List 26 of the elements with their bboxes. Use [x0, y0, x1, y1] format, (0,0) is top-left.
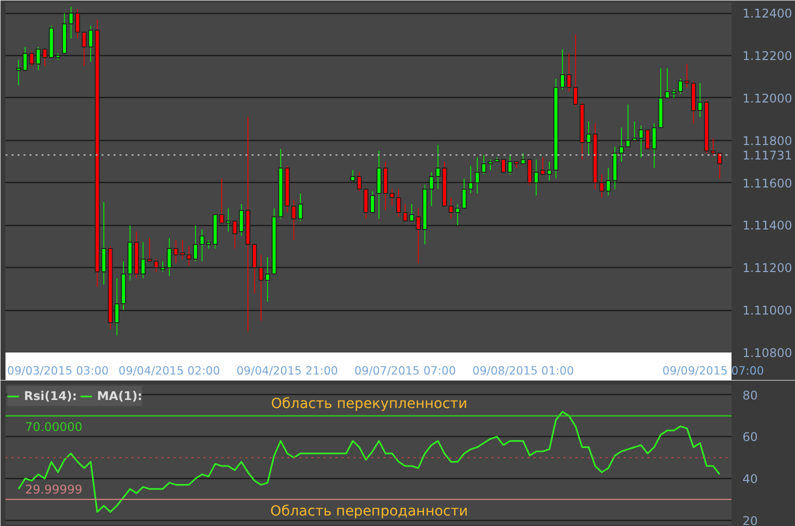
x-tick-label: 09/09/2015 07:00 [662, 364, 764, 378]
y-tick-label: 1.11000 [742, 304, 792, 318]
x-tick-label: 09/03/2015 03:00 [7, 364, 109, 378]
y-tick-label: 60 [742, 430, 758, 444]
y-tick-label: 1.11400 [742, 218, 792, 233]
y-tick-label: 1.10800 [742, 346, 792, 360]
annotation: Область перепроданности [270, 503, 468, 520]
ref-line-label: 1.11731 [742, 148, 792, 163]
y-tick-label: 1.12000 [742, 91, 792, 106]
x-tick-label: 09/07/2015 07:00 [354, 364, 456, 378]
annotation: Область перекупленности [271, 396, 468, 412]
ref-line-label: 70.00000 [25, 420, 82, 434]
y-tick-label: 1.11600 [742, 176, 792, 190]
x-tick-label: 09/04/2015 21:00 [236, 364, 338, 378]
y-tick-label: 1.11800 [742, 134, 792, 148]
x-tick-label: 09/04/2015 02:00 [118, 364, 220, 378]
y-tick-label: 1.12200 [742, 49, 792, 64]
ref-line-label: 29.99999 [25, 482, 82, 496]
y-tick-label: 1.12400 [742, 6, 792, 21]
x-tick-label: 09/08/2015 01:00 [472, 364, 574, 378]
annotation: MA(1): [96, 389, 142, 403]
y-tick-label: 20 [742, 514, 758, 526]
y-tick-label: 1.11200 [742, 261, 792, 276]
y-tick-label: 40 [742, 472, 758, 486]
legend-label: Rsi(14): [24, 389, 77, 403]
y-tick-label: 80 [742, 388, 758, 402]
